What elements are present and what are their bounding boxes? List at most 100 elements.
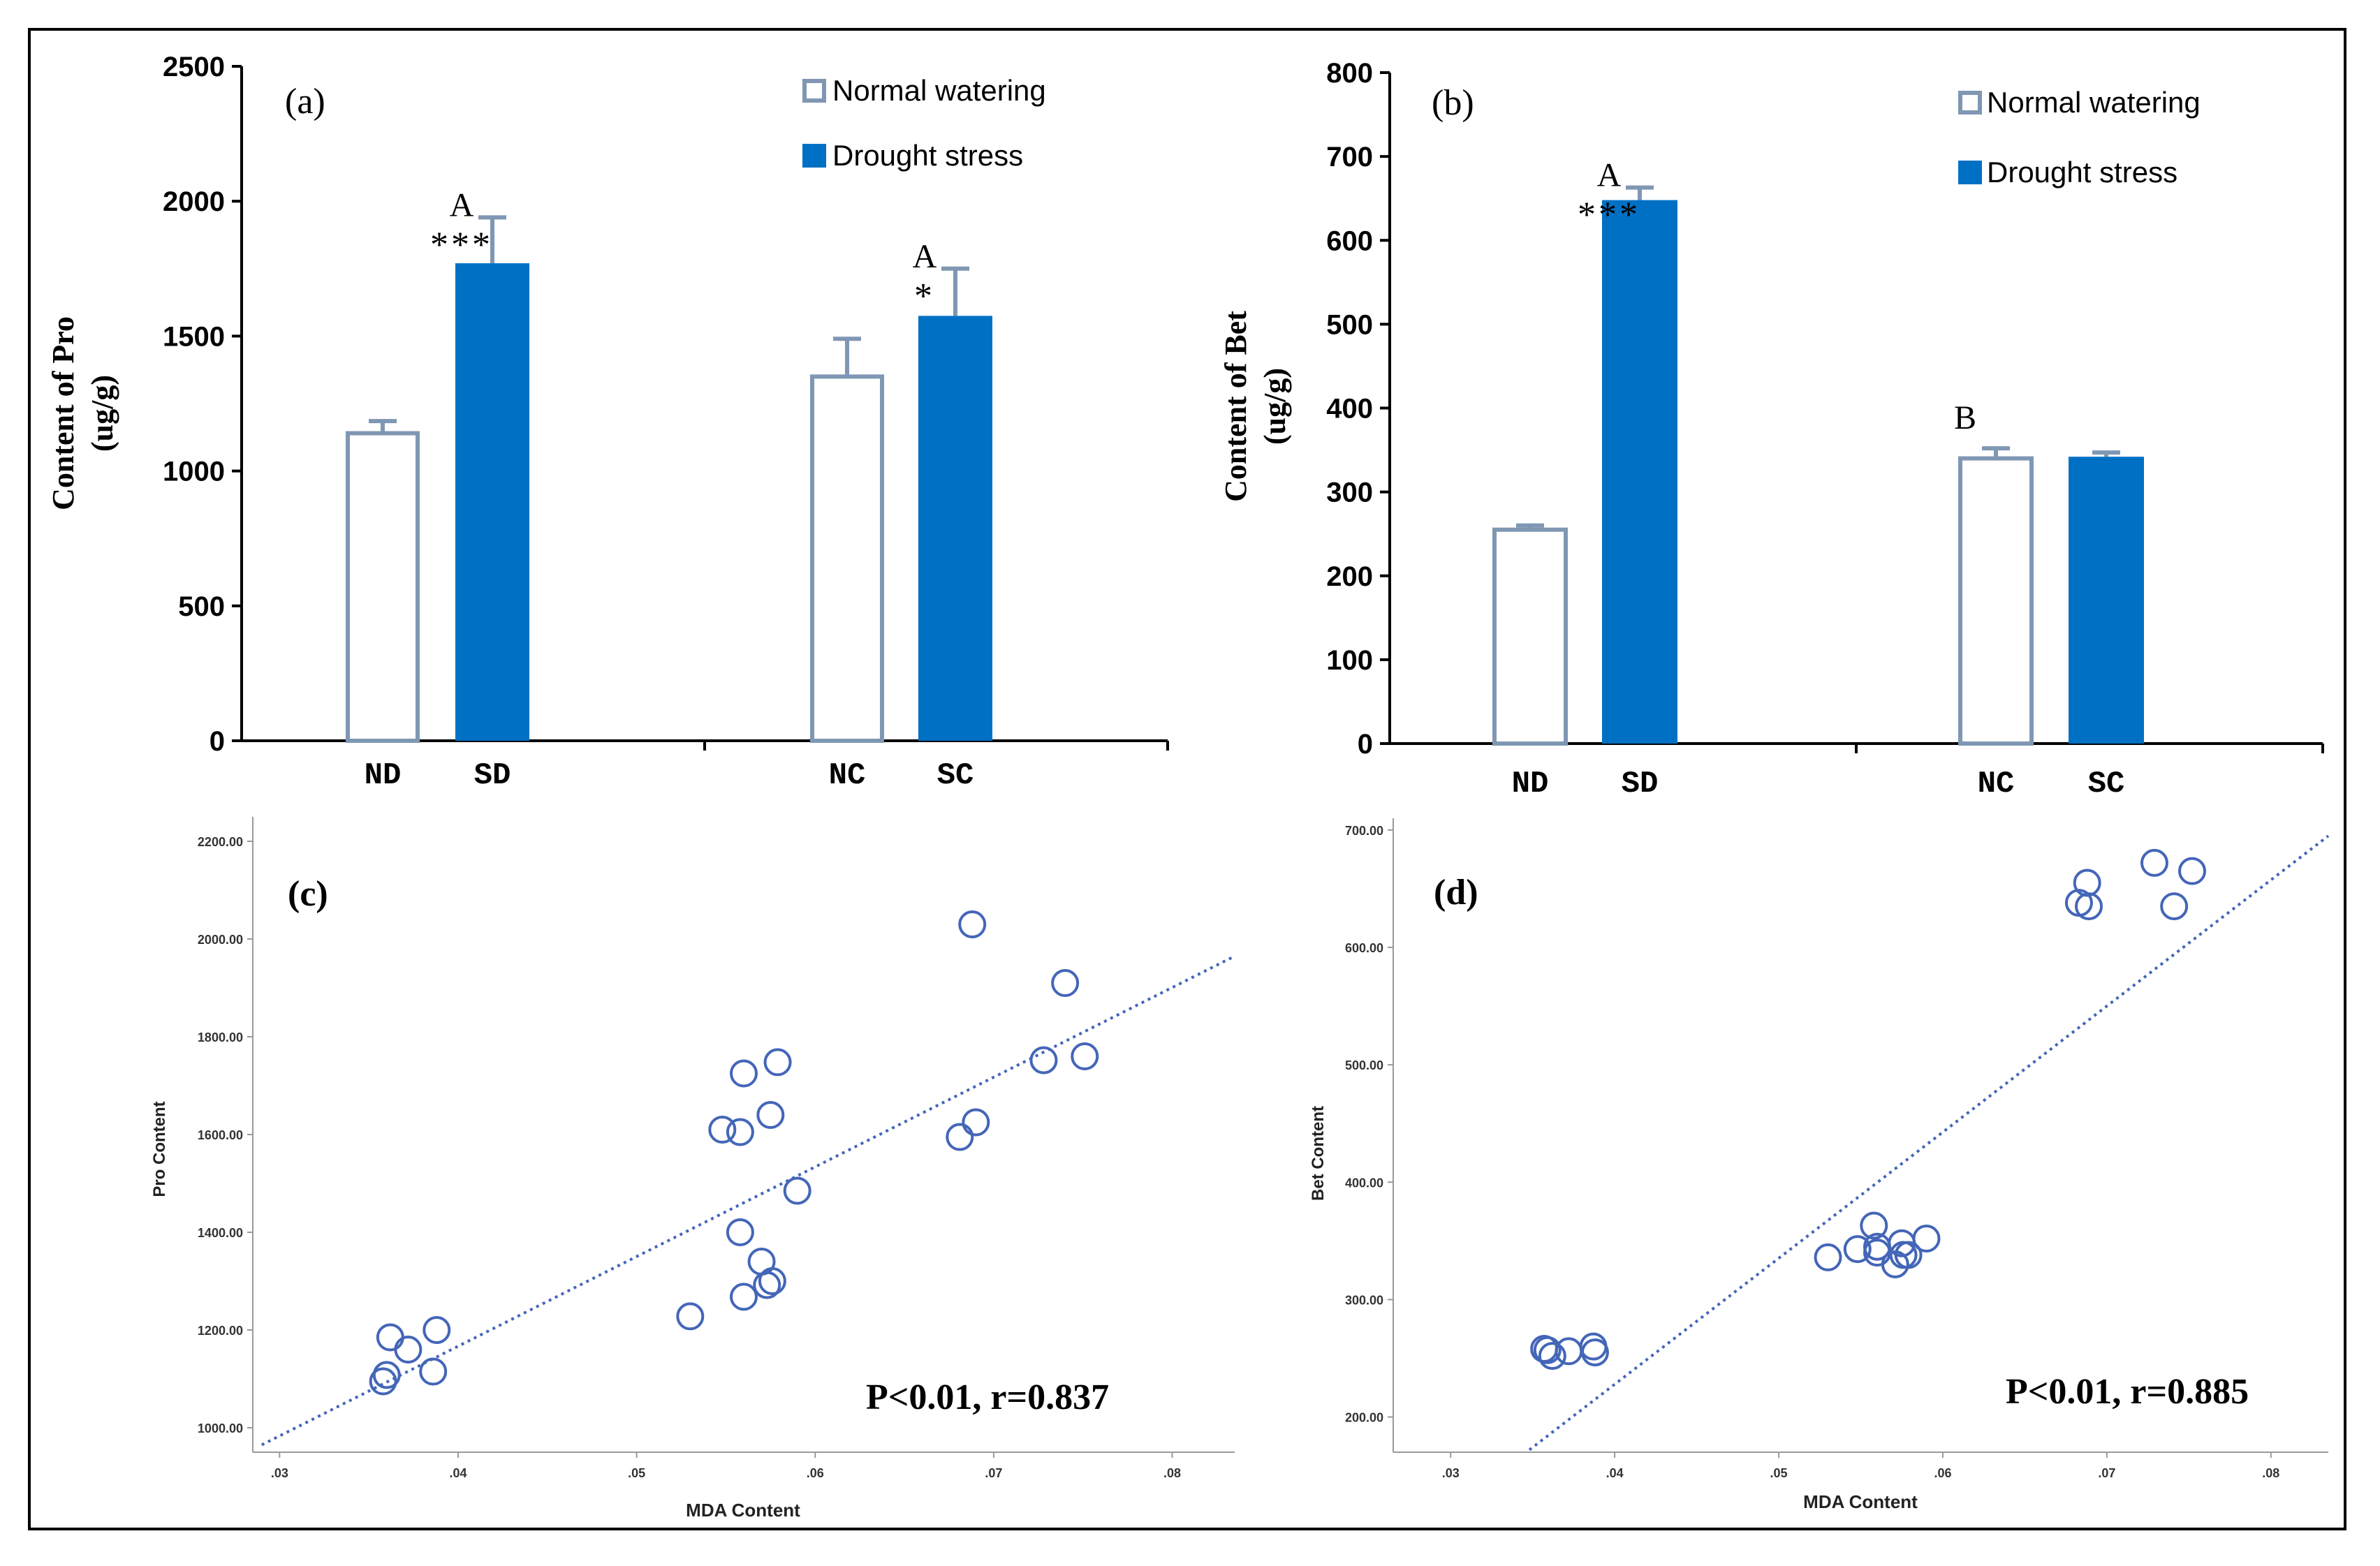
panel-d-point [1580,1338,1609,1367]
panel-c-y-tick-label: 1800.00 [198,1031,243,1044]
panel-d-label: (d) [1434,873,1478,913]
panel-b-category-label: SD [1622,767,1659,802]
panel-c-x-tick-label: .05 [628,1466,645,1480]
panel-a-y-tick-label: 500 [178,591,225,622]
panel-b-legend-drought-label: Drought stress [1987,156,2177,189]
panel-d-annotation: P<0.01, r=0.885 [2006,1372,2249,1412]
panel-c-point [747,1248,776,1276]
panel-c-point [730,1283,758,1311]
panel-d-y-tick-label: 700.00 [1345,824,1383,838]
panel-d-x-tick-label: .07 [2098,1466,2115,1480]
panel-a-legend-normal-swatch [802,79,826,103]
panel-a-legend-drought-swatch [802,144,826,168]
panel-d-point [2073,869,2101,897]
panel-a-ylabel: Content of Pro [46,316,80,510]
panel-d-x-tick-label: .06 [1934,1466,1951,1480]
panel-d-point [1843,1235,1872,1264]
panel-a-bars: ***A*A [346,186,992,744]
panel-b-y-tick-label: 700 [1326,142,1373,172]
panel-b-y-tick-label: 200 [1326,561,1373,592]
panel-d-regression-line [1528,834,2330,1451]
panel-a-y-tick-label: 2500 [163,52,225,82]
panel-b-category-label: SC [2088,767,2125,802]
panel-c-annotation: P<0.01, r=0.837 [866,1377,1109,1417]
panel-a-bar-sc [918,316,992,741]
panel-c-point [423,1316,451,1344]
panel-c-ylabel: Pro Content [150,1101,169,1197]
panel-c-point [369,1367,397,1396]
panel-c-point [726,1218,754,1246]
panel-b-bar-sc [2069,457,2144,744]
panel-a-y-tick-label: 1000 [163,457,225,487]
panel-d-x-ticks: .03 .04 .05 .06 .07 .08 [1442,1452,2279,1480]
panel-d-point [2140,848,2168,877]
panel-a-y-ticks: 0 500 1000 1500 2000 2500 [163,52,242,757]
panel-c-point [372,1361,401,1389]
panel-b-ylabel-unit: (ug/g) [1258,368,1292,445]
panel-a-legend-drought-label: Drought stress [832,139,1023,172]
panel-d-x-tick-label: .05 [1770,1466,1788,1480]
panel-a-group-letter: A [913,238,937,275]
panel-c-y-tick-label: 1000.00 [198,1421,243,1435]
panel-c-y-tick-label: 2000.00 [198,933,243,947]
figure-frame [28,28,2346,1530]
panel-c-point [756,1101,785,1129]
panel-b-category-label: NC [1978,767,2015,802]
panel-d-point [1894,1241,1923,1269]
panel-d-ylabel: Bet Content [1309,1106,1328,1201]
panel-d-points [1530,848,2207,1371]
panel-a-y-tick-label: 1500 [163,321,225,352]
panel-a-group-letter: A [450,186,474,223]
panel-b-group-letter: B [1954,399,1976,436]
panel-b-y-tick-label: 100 [1326,645,1373,676]
panel-a-y-tick-label: 2000 [163,186,225,217]
panel-c-x-tick-label: .08 [1163,1466,1181,1480]
panel-b-group-letter: A [1597,157,1622,194]
panel-d-x-tick-label: .04 [1606,1466,1624,1480]
panel-d-x-tick-label: .03 [1442,1466,1460,1480]
panel-d-point [1860,1211,1888,1240]
panel-d-xlabel: MDA Content [1803,1491,1918,1512]
panel-a-bar-nc [810,374,884,743]
panel-c-point [676,1302,705,1331]
panel-c-point [376,1323,404,1352]
panel-c-x-tick-label: .04 [449,1466,467,1480]
panel-d-fit-line [1528,834,2330,1451]
panel-d-y-ticks: 200.00 300.00 400.00 500.00 600.00 700.00 [1345,824,1393,1425]
panel-a-category-label: SD [474,758,511,793]
panel-c-point [783,1176,811,1205]
panel-c-point [726,1118,754,1146]
panel-b-y-tick-label: 500 [1326,309,1373,340]
panel-c-point [763,1048,792,1077]
panel-a-bar-sd [455,263,529,741]
panel-b-category-labels: ND SD NC SC [1512,767,2125,802]
panel-a-y-tick-label: 0 [210,726,225,757]
panel-b-y-tick-label: 0 [1358,729,1373,760]
panel-b-bars: ***A B [1492,157,2144,746]
panel-d-y-tick-label: 500.00 [1345,1058,1383,1072]
panel-c-point [758,1267,786,1295]
panel-c-point [419,1357,448,1386]
panel-b-y-tick-label: 300 [1326,478,1373,508]
panel-b-y-axis-title: Content of Bet (ug/g) [1219,311,1292,502]
panel-c-point [708,1116,737,1144]
panel-c-point [730,1059,758,1088]
panel-c-point [753,1271,781,1299]
panel-b-category-label: ND [1512,767,1549,802]
panel-b-y-tick-label: 800 [1326,58,1373,89]
panel-a-y-axis-title: Content of Pro (ug/g) [46,316,119,510]
panel-b-legend-drought-swatch [1958,161,1982,184]
panel-c-y-tick-label: 2200.00 [198,835,243,849]
panel-c-pro-mda-scatter: 1000.00 1200.00 1400.00 1600.00 1800.00 2000.… [150,817,1235,1521]
panel-c-points [369,910,1099,1396]
panel-a-ylabel-unit: (ug/g) [85,375,119,452]
panel-b-legend-normal-label: Normal watering [1987,86,2201,119]
panel-a-legend-normal-label: Normal watering [832,74,1046,107]
panel-d-point [2160,892,2189,921]
panel-c-x-tick-label: .06 [807,1466,824,1480]
panel-b-bar-sd [1602,200,1677,744]
panel-c-x-tick-label: .07 [985,1466,1002,1480]
panel-b-legend: Normal watering Drought stress [1958,86,2201,189]
